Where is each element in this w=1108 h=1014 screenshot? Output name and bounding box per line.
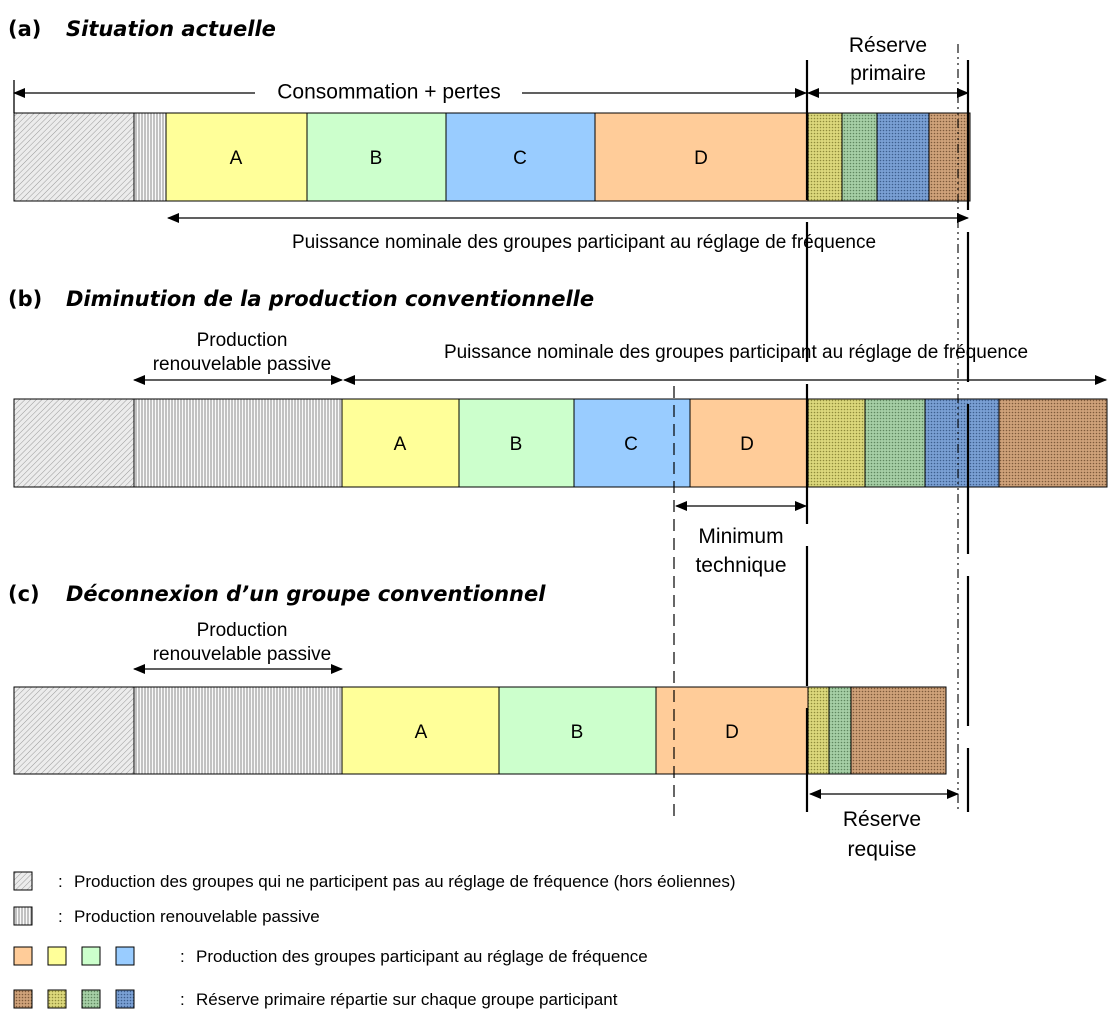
- bar-b-renewable: [133, 398, 343, 488]
- bar-b-reserve-D: [998, 398, 1108, 488]
- bar-a-group-D: [594, 112, 809, 202]
- bar-b-reserve-C: [924, 398, 1000, 488]
- minimum-technique-line2: technique: [695, 554, 786, 577]
- bar-b-label-C: C: [624, 434, 638, 455]
- bar-b-non-participating: [13, 398, 135, 488]
- minimum-technique-line1: Minimum: [698, 525, 783, 548]
- bar-c-group-A: [341, 686, 500, 775]
- legend-swatch-reserve-A: [47, 989, 67, 1009]
- section-b-title: Diminution de la production conventionne…: [66, 287, 594, 311]
- legend-text-renewable: Production renouvelable passive: [74, 907, 320, 926]
- legend-swatch-C: [115, 946, 135, 966]
- bar-b-reserve-A: [807, 398, 866, 488]
- bar-c-label-A: A: [415, 722, 428, 743]
- bar-a-label-C: C: [513, 148, 527, 169]
- bar-a-non-participating: [13, 112, 135, 202]
- bar-b-group-A: [341, 398, 460, 488]
- puissance-nominale-label-b: Puissance nominale des groupes participa…: [444, 342, 1028, 363]
- bar-a-group-B: [306, 112, 447, 202]
- bar-a-label-D: D: [694, 148, 708, 169]
- prod-renouvelable-b-line1: Production: [197, 330, 288, 351]
- bar-b-label-A: A: [394, 434, 407, 455]
- legend-swatch-renewable: [13, 906, 33, 926]
- legend-sep-2: :: [58, 907, 63, 926]
- section-b-tag: (b): [8, 287, 42, 311]
- bar-b-label-D: D: [740, 434, 754, 455]
- legend-swatch-A: [47, 946, 67, 966]
- section-a-title: Situation actuelle: [66, 17, 276, 41]
- legend-swatch-D: [13, 946, 33, 966]
- legend-text-reserve: Réserve primaire répartie sur chaque gro…: [196, 990, 618, 1009]
- bar-a-reserve-A: [807, 112, 843, 202]
- bar-b-reserve-B: [864, 398, 926, 488]
- legend-swatch-reserve-C: [115, 989, 135, 1009]
- bar-c-renewable: [133, 686, 343, 775]
- bar-c-label-D: D: [725, 722, 739, 743]
- legend-text-participating: Production des groupes participant au ré…: [196, 947, 648, 966]
- bar-a-group-C: [445, 112, 596, 202]
- consommation-label: Consommation + pertes: [277, 81, 501, 104]
- bar-b-group-B: [458, 398, 575, 488]
- bar-a-reserve-B: [841, 112, 878, 202]
- section-c-title: Déconnexion d’un groupe conventionnel: [66, 582, 546, 606]
- bar-a-reserve-D: [928, 112, 971, 202]
- legend-swatch-reserve-D: [13, 989, 33, 1009]
- bar-a-renewable: [133, 112, 167, 202]
- bar-c-non-participating: [13, 686, 135, 775]
- section-a-tag: (a): [8, 17, 41, 41]
- bar-a-label-A: A: [230, 148, 243, 169]
- bar-a-label-B: B: [370, 148, 383, 169]
- legend-sep-1: :: [58, 872, 63, 891]
- reserve-primaire-label-line1: Réserve: [849, 34, 927, 57]
- puissance-nominale-label-a: Puissance nominale des groupes participa…: [292, 232, 876, 253]
- prod-renouvelable-c-line1: Production: [197, 620, 288, 641]
- legend-text-non-participating: Production des groupes qui ne participen…: [74, 872, 736, 891]
- legend-sep-3: :: [180, 947, 185, 966]
- legend-swatch-B: [81, 946, 101, 966]
- bar-a-group-A: [165, 112, 308, 202]
- prod-renouvelable-b-line2: renouvelable passive: [153, 354, 332, 375]
- legend-sep-4: :: [180, 990, 185, 1009]
- legend-swatch-non-participating: [13, 871, 33, 891]
- reserve-primaire-label-line2: primaire: [850, 62, 926, 85]
- bar-c-reserve-D: [850, 686, 947, 775]
- bar-c-label-B: B: [571, 722, 584, 743]
- bar-c-reserve-A: [807, 686, 830, 775]
- bar-b-group-D: [689, 398, 809, 488]
- reserve-requise-line2: requise: [848, 838, 917, 861]
- reserve-requise-line1: Réserve: [843, 808, 921, 831]
- legend-swatch-reserve-B: [81, 989, 101, 1009]
- bar-c-group-D: [655, 686, 809, 775]
- section-c-tag: (c): [8, 582, 40, 606]
- prod-renouvelable-c-line2: renouvelable passive: [153, 644, 332, 665]
- bar-a-reserve-C: [876, 112, 930, 202]
- bar-b-label-B: B: [510, 434, 523, 455]
- bar-c-group-B: [498, 686, 657, 775]
- bar-c-reserve-B: [828, 686, 852, 775]
